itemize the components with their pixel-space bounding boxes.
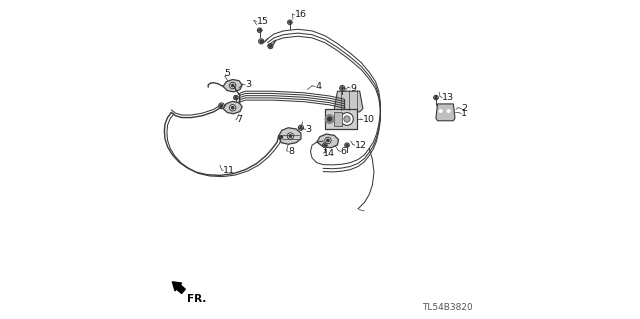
Circle shape (289, 21, 291, 23)
Polygon shape (436, 104, 455, 121)
Text: 16: 16 (294, 11, 307, 19)
Circle shape (230, 105, 236, 111)
FancyArrow shape (172, 282, 186, 293)
Circle shape (326, 139, 329, 142)
Circle shape (235, 97, 237, 99)
Circle shape (278, 134, 284, 140)
Circle shape (323, 143, 327, 147)
Polygon shape (223, 101, 242, 114)
Circle shape (340, 85, 345, 91)
Circle shape (220, 105, 223, 107)
Circle shape (259, 39, 264, 44)
Circle shape (440, 110, 442, 112)
Text: 11: 11 (223, 166, 235, 175)
Circle shape (260, 40, 262, 43)
Circle shape (434, 95, 438, 100)
Circle shape (287, 20, 292, 25)
Text: 14: 14 (323, 149, 335, 158)
Polygon shape (223, 79, 242, 92)
Bar (324, 109, 356, 129)
Text: 3: 3 (306, 125, 312, 134)
Circle shape (340, 113, 353, 125)
Polygon shape (317, 134, 339, 148)
Circle shape (287, 133, 294, 139)
Text: 6: 6 (340, 147, 347, 156)
Polygon shape (334, 91, 363, 112)
Text: 15: 15 (257, 17, 268, 26)
Text: FR.: FR. (187, 294, 206, 304)
Circle shape (435, 97, 437, 99)
Circle shape (234, 95, 238, 100)
Circle shape (232, 107, 234, 109)
Circle shape (447, 110, 450, 112)
Text: 9: 9 (350, 84, 356, 93)
Circle shape (328, 117, 332, 121)
Circle shape (268, 44, 273, 49)
Circle shape (324, 144, 326, 146)
Text: 10: 10 (363, 115, 375, 124)
Circle shape (346, 144, 348, 146)
Circle shape (219, 103, 225, 109)
Circle shape (300, 127, 302, 129)
Circle shape (344, 116, 350, 122)
Circle shape (341, 87, 343, 89)
Text: 7: 7 (236, 115, 242, 124)
Text: 13: 13 (442, 93, 454, 102)
Circle shape (325, 115, 333, 123)
Bar (334, 112, 342, 126)
Circle shape (298, 125, 303, 130)
Text: 4: 4 (316, 82, 321, 91)
Text: 2: 2 (461, 104, 467, 113)
Circle shape (280, 136, 282, 138)
Text: 8: 8 (288, 147, 294, 156)
Circle shape (324, 137, 331, 144)
Circle shape (257, 28, 262, 33)
Circle shape (269, 45, 272, 48)
Circle shape (232, 84, 234, 87)
Text: TL54B3820: TL54B3820 (422, 303, 472, 312)
Text: 12: 12 (355, 141, 367, 150)
Text: 5: 5 (225, 69, 230, 78)
Circle shape (325, 115, 333, 123)
Circle shape (289, 135, 292, 137)
Circle shape (230, 82, 236, 89)
Circle shape (345, 143, 349, 147)
Polygon shape (278, 128, 301, 144)
Circle shape (259, 29, 260, 31)
Text: 3: 3 (245, 80, 252, 89)
Text: 1: 1 (461, 109, 467, 118)
